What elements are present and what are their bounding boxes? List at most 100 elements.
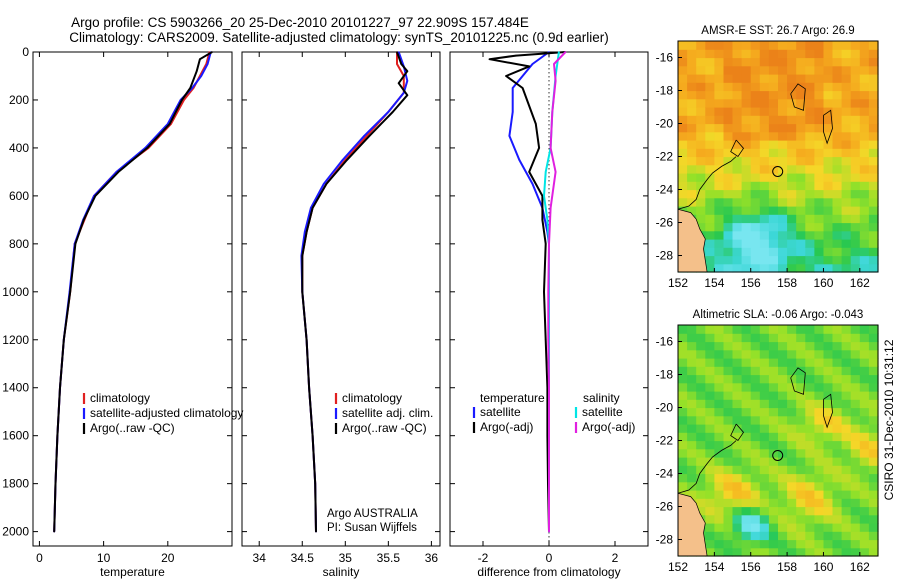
map-cell [805, 440, 815, 450]
map-cell [705, 189, 715, 199]
map-cell [714, 131, 725, 141]
map-cell [787, 531, 797, 541]
map-cell [768, 399, 779, 409]
map-cell [778, 523, 788, 532]
map-cell [705, 481, 715, 491]
map-cell [759, 333, 770, 343]
map-cell [814, 415, 825, 425]
map-cell [841, 140, 852, 149]
map-cell [868, 90, 879, 100]
map-cell [705, 382, 715, 392]
map-cell [768, 506, 779, 516]
map-cell [832, 65, 843, 75]
map-cell [805, 90, 815, 100]
legend-entry: satellite-adjusted climatology [90, 406, 243, 420]
map-cell [741, 107, 752, 116]
map-cell [841, 115, 852, 125]
data-point [531, 183, 534, 185]
map-cell [687, 181, 697, 191]
map-cell [850, 214, 861, 224]
map-cell [832, 247, 843, 257]
map-cell [787, 74, 797, 83]
map-cell [759, 448, 770, 458]
map-cell [859, 506, 870, 516]
map-cell [814, 57, 825, 67]
map-cell [868, 341, 879, 351]
map-cell [805, 391, 815, 400]
map-cell [796, 366, 806, 376]
map-cell [814, 399, 825, 409]
map-cell [759, 440, 770, 450]
map-cell [814, 82, 825, 92]
map-cell [859, 230, 870, 240]
map-cell [832, 57, 843, 67]
map-cell [759, 506, 770, 516]
map-cell [678, 123, 688, 133]
series-line-climatology [53, 51, 211, 532]
map-cell [723, 156, 734, 166]
data-point [311, 207, 314, 209]
x-tick-label: 0 [546, 551, 553, 565]
map-cell [832, 399, 843, 409]
map-cell [732, 432, 743, 442]
map-cell [796, 539, 806, 549]
map-cell [814, 49, 825, 59]
map-cell [714, 391, 725, 400]
map-cell [723, 440, 734, 450]
map-cell [696, 366, 706, 376]
map-cell [805, 490, 815, 499]
map-cell [832, 181, 843, 191]
y-tick-label: 400 [9, 141, 29, 155]
map-cell [850, 490, 861, 499]
map-cell [859, 49, 870, 59]
map-cell [841, 506, 852, 516]
map-cell [823, 65, 834, 75]
map-cell [705, 531, 715, 541]
data-point [363, 135, 366, 137]
map-cell [805, 366, 815, 376]
map-cell [696, 49, 706, 59]
map-cell [732, 531, 743, 541]
map-cell [823, 333, 834, 343]
map-cell [850, 49, 861, 59]
map-cell [841, 424, 852, 433]
map-cell [796, 197, 806, 207]
map-cell [723, 457, 734, 466]
map-cell [741, 115, 752, 125]
map-cell [714, 156, 725, 166]
map-cell [805, 481, 815, 491]
map-cell [796, 382, 806, 392]
map-cell [687, 98, 697, 108]
map-cell [714, 448, 725, 458]
map-cell [678, 341, 688, 351]
map-cell [778, 247, 788, 257]
map-cell [741, 382, 752, 392]
data-point [541, 219, 544, 221]
data-point [488, 58, 491, 60]
map-cell [859, 115, 870, 125]
map-cell [714, 148, 725, 158]
map-cell [741, 239, 752, 248]
map-cell [741, 349, 752, 359]
data-point [366, 135, 368, 137]
map-cell [678, 189, 688, 199]
map-cell [768, 107, 779, 116]
map-cell [705, 140, 715, 149]
map-cell [841, 415, 852, 425]
land-mass [677, 208, 708, 273]
map-cell [723, 197, 734, 207]
map-cell [723, 531, 734, 541]
map-cell [823, 465, 834, 475]
map-cell [859, 374, 870, 384]
map-cell [723, 432, 734, 442]
map-cell [768, 481, 779, 491]
map-cell [723, 115, 734, 125]
map-cell [850, 107, 861, 116]
map-cell [778, 49, 788, 59]
data-point [554, 171, 557, 173]
map-cell [759, 164, 770, 174]
map-cell [868, 382, 879, 392]
map-cell [732, 74, 743, 83]
map-cell [868, 440, 879, 450]
map-cell [750, 263, 761, 273]
